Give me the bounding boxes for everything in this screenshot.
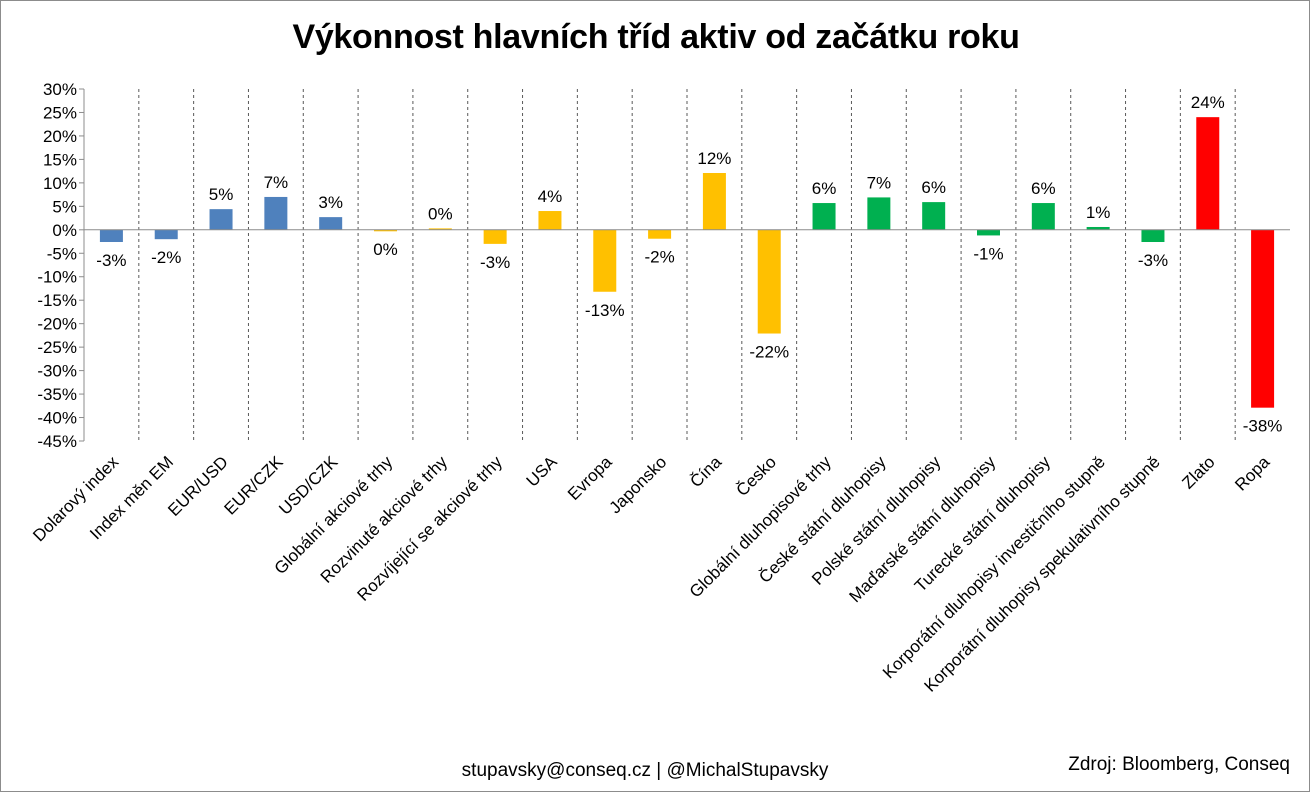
data-label: 0% [428,204,453,223]
data-label: 6% [921,178,946,197]
y-tick-label: -5% [47,244,77,263]
y-tick-label: 0% [52,221,77,240]
data-label: 7% [264,173,289,192]
category-label: Zlato [1178,452,1218,492]
data-label: 24% [1191,93,1225,112]
y-tick-label: -30% [37,362,77,381]
data-label: 1% [1086,203,1111,222]
category-label: USA [523,452,562,491]
data-label: 0% [373,240,398,259]
bar [1251,229,1275,408]
y-tick-label: 15% [43,150,77,169]
bar [1196,117,1220,230]
data-label: -1% [973,244,1003,263]
data-label: 6% [1031,179,1056,198]
bar [319,217,343,230]
y-tick-label: 10% [43,174,77,193]
y-tick-label: -40% [37,409,77,428]
bar [1086,226,1110,230]
bar [812,203,836,230]
y-tick-label: -10% [37,268,77,287]
bar [209,209,233,230]
bar [1141,229,1165,243]
category-label: Evropa [564,452,616,504]
data-label: 12% [697,149,731,168]
bar [867,197,891,230]
data-label: -38% [1243,417,1283,436]
data-label: -13% [585,301,625,320]
contact-text: stupavsky@conseq.cz | @MichalStupavsky [461,760,829,781]
bar [922,202,946,230]
source-text: Zdroj: Bloomberg, Conseq [1068,754,1290,775]
category-label: Čína [686,452,725,491]
bar [154,229,178,240]
data-label: 7% [867,173,892,192]
category-label: EUR/CZK [220,452,287,519]
bar [264,196,288,230]
y-tick-label: 5% [52,197,77,216]
y-tick-label: -25% [37,338,77,357]
y-tick-label: -15% [37,291,77,310]
data-label: -22% [749,343,789,362]
y-tick-label: 30% [43,80,77,99]
bar [99,229,123,243]
data-label: -2% [644,248,674,267]
data-label: -3% [1138,251,1168,270]
category-label: Japonsko [606,452,671,517]
data-label: 3% [318,193,343,212]
bar [648,229,672,239]
y-tick-label: -20% [37,315,77,334]
bar [977,229,1000,236]
y-tick-label: 20% [43,127,77,146]
chart-title: Výkonnost hlavních tříd aktiv od začátku… [292,18,1020,56]
data-label: 4% [538,187,563,206]
bar [483,229,507,244]
data-label: -3% [480,253,510,272]
bar [593,229,617,292]
y-tick-label: 25% [43,103,77,122]
bar [374,229,397,232]
bar [1031,203,1055,230]
data-label: -3% [96,251,126,270]
bar [757,229,781,334]
data-label: -2% [151,248,181,267]
y-tick-label: -35% [37,385,77,404]
category-label: Ropa [1231,452,1274,495]
category-label: Česko [733,452,781,500]
category-label: EUR/USD [164,452,232,520]
bar [428,228,452,230]
bar [538,211,562,230]
bar [702,173,726,230]
data-label: 6% [812,179,837,198]
data-label: 5% [209,185,234,204]
y-tick-label: -45% [37,432,77,451]
